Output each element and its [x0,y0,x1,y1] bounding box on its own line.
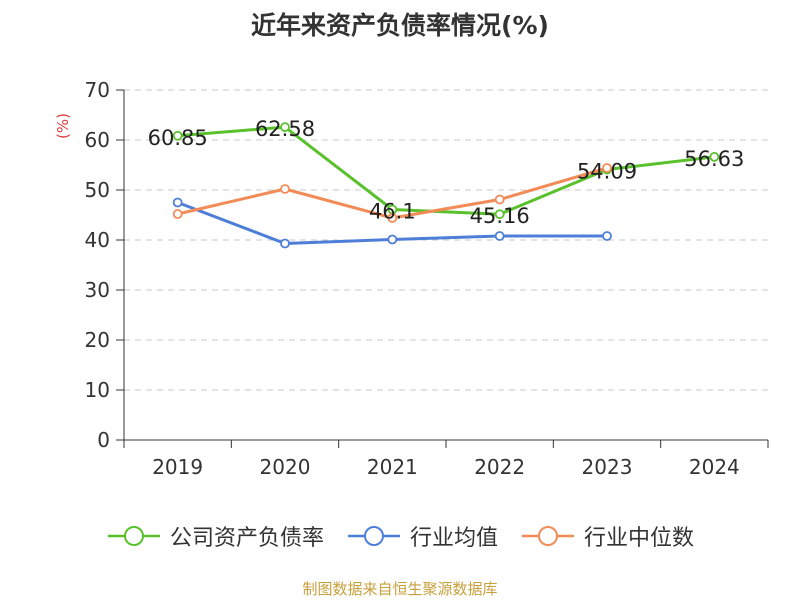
chart-title: 近年来资产负债率情况(%) [251,11,549,40]
legend-label: 行业中位数 [584,526,695,551]
y-tick-label: 0 [97,428,110,452]
data-point [280,184,290,194]
x-tick-label: 2019 [152,455,203,479]
series-line [177,125,715,216]
data-point [602,163,612,173]
y-tick-label: 20 [85,328,110,352]
legend-item[interactable]: 行业中位数 [520,520,694,552]
x-tick-label: 2024 [689,455,740,479]
y-tick-label: 30 [85,278,110,302]
y-tick-label: 60 [85,128,110,152]
data-point [494,231,505,241]
data-label: 54.09 [577,160,637,184]
legend-swatch-icon [347,526,400,546]
x-tick-label: 2021 [367,455,418,479]
data-point [172,197,183,208]
legend-swatch-icon [522,526,574,546]
data-point [602,231,612,241]
data-point [387,213,398,223]
data-label: 60.85 [148,126,208,150]
data-point [172,209,183,219]
data-source-note: 制图数据来自恒生聚源数据库 [302,580,498,598]
x-tick-label: 2022 [474,455,525,479]
data-point [172,130,183,141]
data-label: 62.58 [255,117,315,141]
legend-label: 公司资产负债率 [169,526,324,551]
x-tick-label: 2023 [582,455,633,479]
data-point [709,151,720,162]
data-point [494,194,505,205]
data-label: 45.16 [470,204,530,228]
y-tick-label: 70 [85,78,110,102]
data-point [494,209,505,220]
data-point [280,238,290,249]
y-tick-label: 50 [85,178,110,202]
legend-item[interactable]: 行业均值 [346,520,498,552]
y-axis-label: (%) [54,113,72,139]
data-label: 46.1 [369,200,416,224]
legend-swatch-icon [107,526,160,546]
data-label: 56.63 [684,147,744,171]
y-tick-label: 40 [85,228,110,252]
y-tick-label: 10 [85,378,110,402]
data-point [280,122,290,132]
chart-legend: 公司资产负债率 行业均值 行业中位数 [0,520,800,552]
legend-label: 行业均值 [409,526,498,551]
x-tick-label: 2020 [260,455,311,479]
data-point [387,234,398,245]
legend-item[interactable]: 公司资产负债率 [106,520,324,552]
